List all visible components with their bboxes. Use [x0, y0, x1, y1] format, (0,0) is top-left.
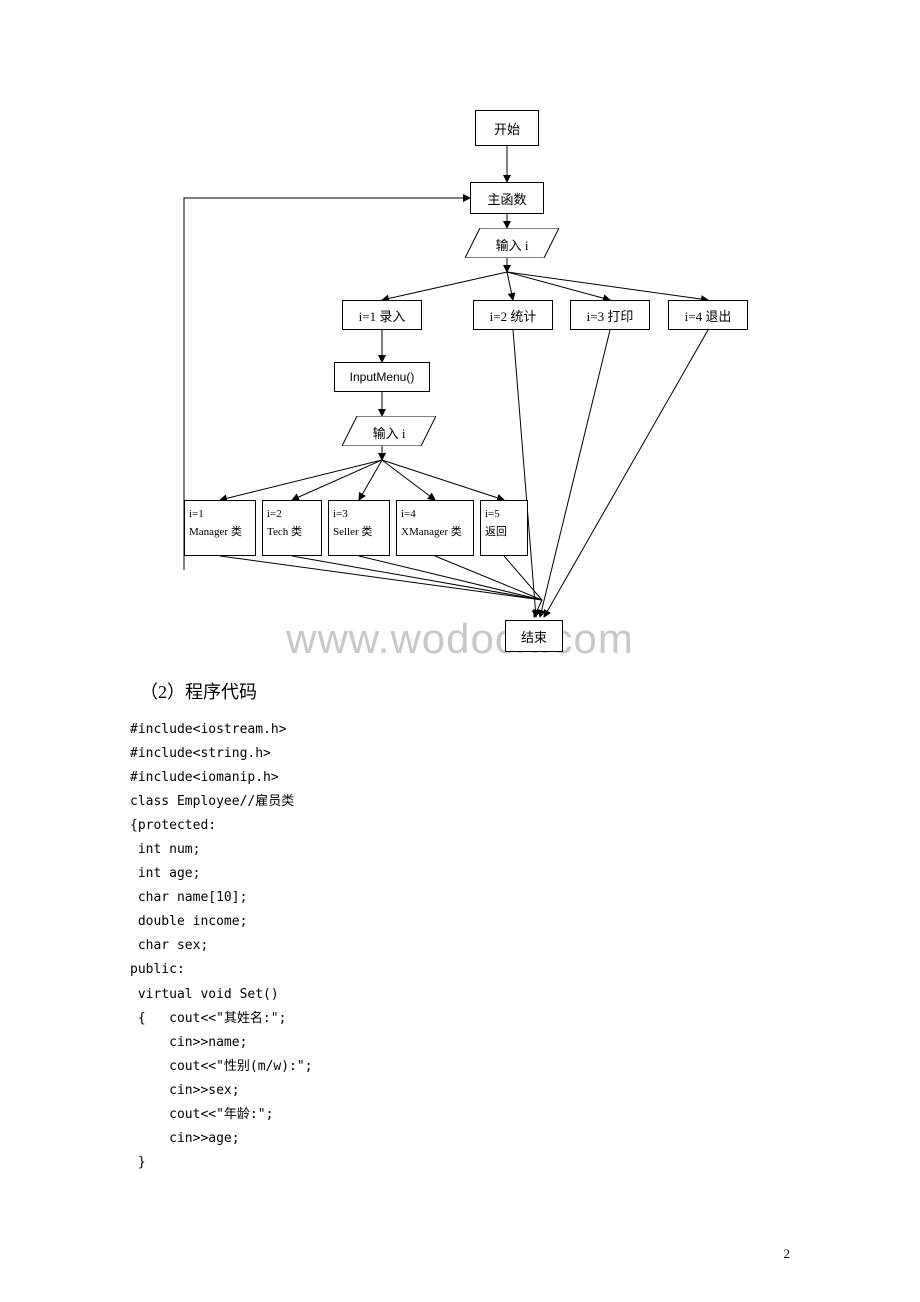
node-i4: i=4 退出	[668, 300, 748, 330]
node-b4: i=4 XManager 类	[396, 500, 474, 556]
node-input1: 输入 i	[465, 228, 559, 258]
section-title: （2）程序代码	[140, 678, 790, 704]
node-b1-line2: Manager 类	[189, 524, 242, 542]
node-b1-line1: i=1	[189, 506, 204, 524]
node-input2-label: 输入 i	[342, 416, 436, 442]
node-end-label: 结束	[521, 627, 547, 646]
page-number: 2	[784, 1246, 791, 1262]
node-end: 结束	[505, 620, 563, 652]
flowchart: 开始 主函数 输入 i i=1 录入 i=2 统计 i=3 打印 i=4 退出 …	[130, 100, 790, 660]
flowchart-edges	[130, 100, 790, 660]
node-i1: i=1 录入	[342, 300, 422, 330]
node-b5-line2: 返回	[485, 524, 507, 542]
node-b4-line2: XManager 类	[401, 524, 462, 542]
node-main-label: 主函数	[487, 189, 526, 208]
node-b5: i=5 返回	[480, 500, 528, 556]
document-page: 开始 主函数 输入 i i=1 录入 i=2 统计 i=3 打印 i=4 退出 …	[0, 0, 920, 1302]
node-main: 主函数	[470, 182, 544, 214]
node-inputmenu: InputMenu()	[334, 362, 430, 392]
node-b3-line1: i=3	[333, 506, 348, 524]
node-b4-line1: i=4	[401, 506, 416, 524]
node-b2-line2: Tech 类	[267, 524, 302, 542]
node-i1-label: i=1 录入	[359, 306, 406, 325]
node-i4-label: i=4 退出	[685, 306, 732, 325]
node-i3-label: i=3 打印	[587, 306, 634, 325]
node-start: 开始	[475, 110, 539, 146]
node-b1: i=1 Manager 类	[184, 500, 256, 556]
node-b3-line2: Seller 类	[333, 524, 372, 542]
code-block: #include<iostream.h> #include<string.h> …	[130, 718, 790, 1175]
node-inputmenu-label: InputMenu()	[350, 370, 415, 384]
watermark-text: www.wodocx.com	[286, 615, 634, 663]
node-start-label: 开始	[494, 119, 520, 138]
node-i3: i=3 打印	[570, 300, 650, 330]
node-input2: 输入 i	[342, 416, 436, 446]
node-b3: i=3 Seller 类	[328, 500, 390, 556]
node-i2-label: i=2 统计	[490, 306, 537, 325]
node-i2: i=2 统计	[473, 300, 553, 330]
node-b2: i=2 Tech 类	[262, 500, 322, 556]
node-b5-line1: i=5	[485, 506, 500, 524]
node-input1-label: 输入 i	[465, 228, 559, 254]
node-b2-line1: i=2	[267, 506, 282, 524]
